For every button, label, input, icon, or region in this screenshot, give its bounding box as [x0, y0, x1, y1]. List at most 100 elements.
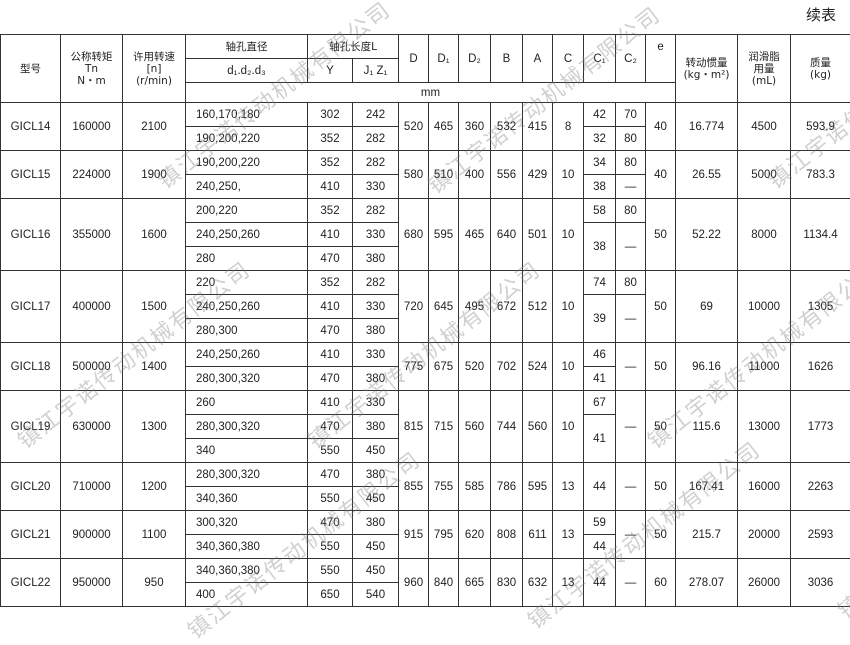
- mass-cell: 3036: [791, 559, 850, 607]
- speed-cell: 1100: [123, 511, 186, 559]
- C1-cell: 41: [584, 415, 616, 463]
- model-cell: GⅠCL19: [1, 391, 61, 463]
- inertia-cell: 96.16: [676, 343, 738, 391]
- header-grease: 润滑脂 用量 (mL): [738, 35, 791, 103]
- bore-length-y-cell: 410: [308, 223, 353, 247]
- B-cell: 532: [491, 103, 523, 151]
- bore-diameter-cell: 260: [186, 391, 308, 415]
- header-bore-diameter-sub: d₁.d₂.d₃: [186, 59, 308, 83]
- header-Y: Y: [308, 59, 353, 83]
- A-cell: 632: [523, 559, 553, 607]
- B-cell: 672: [491, 271, 523, 343]
- e-cell: 50: [646, 343, 676, 391]
- C1-cell: 59: [584, 511, 616, 535]
- bore-length-j1z1-cell: 282: [353, 151, 399, 175]
- D1-cell: 510: [429, 151, 459, 199]
- bore-diameter-cell: 190,200,220: [186, 151, 308, 175]
- bore-length-j1z1-cell: 450: [353, 559, 399, 583]
- inertia-cell: 278.07: [676, 559, 738, 607]
- speed-cell: 950: [123, 559, 186, 607]
- header-bore-diameter: 轴孔直径: [186, 35, 308, 59]
- speed-cell: 1400: [123, 343, 186, 391]
- D1-cell: 755: [429, 463, 459, 511]
- bore-length-y-cell: 352: [308, 271, 353, 295]
- bore-diameter-cell: 340,360,380: [186, 559, 308, 583]
- B-cell: 786: [491, 463, 523, 511]
- mass-cell: 1626: [791, 343, 850, 391]
- C2-cell: 80: [616, 199, 646, 223]
- C-cell: 10: [553, 343, 584, 391]
- D1-cell: 645: [429, 271, 459, 343]
- bore-length-y-cell: 470: [308, 319, 353, 343]
- bore-length-y-cell: 550: [308, 559, 353, 583]
- C1-cell: 34: [584, 151, 616, 175]
- bore-length-j1z1-cell: 282: [353, 271, 399, 295]
- header-speed: 许用转速 [n] (r/min): [123, 35, 186, 103]
- torque-cell: 950000: [61, 559, 123, 607]
- bore-length-j1z1-cell: 282: [353, 127, 399, 151]
- model-cell: GⅠCL17: [1, 271, 61, 343]
- inertia-cell: 52.22: [676, 199, 738, 271]
- C-cell: 13: [553, 559, 584, 607]
- model-cell: GⅠCL18: [1, 343, 61, 391]
- torque-cell: 400000: [61, 271, 123, 343]
- C1-cell: 67: [584, 391, 616, 415]
- A-cell: 415: [523, 103, 553, 151]
- D-cell: 580: [399, 151, 429, 199]
- C1-cell: 41: [584, 367, 616, 391]
- mass-cell: 1134.4: [791, 199, 850, 271]
- bore-length-y-cell: 410: [308, 391, 353, 415]
- torque-cell: 160000: [61, 103, 123, 151]
- inertia-cell: 115.6: [676, 391, 738, 463]
- model-cell: GⅠCL20: [1, 463, 61, 511]
- C-cell: 8: [553, 103, 584, 151]
- D-cell: 680: [399, 199, 429, 271]
- C1-cell: 32: [584, 127, 616, 151]
- A-cell: 501: [523, 199, 553, 271]
- bore-diameter-cell: 220: [186, 271, 308, 295]
- mass-cell: 783.3: [791, 151, 850, 199]
- C-cell: 13: [553, 463, 584, 511]
- C-cell: 10: [553, 151, 584, 199]
- bore-length-j1z1-cell: 380: [353, 319, 399, 343]
- bore-length-y-cell: 550: [308, 487, 353, 511]
- C2-cell: 80: [616, 127, 646, 151]
- D1-cell: 715: [429, 391, 459, 463]
- grease-cell: 8000: [738, 199, 791, 271]
- bore-length-j1z1-cell: 380: [353, 247, 399, 271]
- bore-length-y-cell: 352: [308, 127, 353, 151]
- e-cell: 50: [646, 271, 676, 343]
- torque-cell: 500000: [61, 343, 123, 391]
- e-cell: 50: [646, 511, 676, 559]
- C1-cell: 58: [584, 199, 616, 223]
- e-cell: 60: [646, 559, 676, 607]
- torque-cell: 900000: [61, 511, 123, 559]
- grease-cell: 5000: [738, 151, 791, 199]
- B-cell: 556: [491, 151, 523, 199]
- header-C1: C₁: [584, 35, 616, 83]
- A-cell: 611: [523, 511, 553, 559]
- mass-cell: 1773: [791, 391, 850, 463]
- model-cell: GⅠCL14: [1, 103, 61, 151]
- D2-cell: 465: [459, 199, 491, 271]
- bore-length-y-cell: 470: [308, 415, 353, 439]
- bore-diameter-cell: 340: [186, 439, 308, 463]
- model-cell: GⅠCL15: [1, 151, 61, 199]
- bore-diameter-cell: 280,300,320: [186, 415, 308, 439]
- C1-cell: 46: [584, 343, 616, 367]
- C1-cell: 42: [584, 103, 616, 127]
- header-B: B: [491, 35, 523, 83]
- torque-cell: 710000: [61, 463, 123, 511]
- C2-cell: —: [616, 343, 646, 391]
- model-cell: GⅠCL21: [1, 511, 61, 559]
- e-cell: 40: [646, 103, 676, 151]
- C1-cell: 38: [584, 175, 616, 199]
- bore-length-y-cell: 550: [308, 439, 353, 463]
- A-cell: 524: [523, 343, 553, 391]
- C2-cell: —: [616, 175, 646, 199]
